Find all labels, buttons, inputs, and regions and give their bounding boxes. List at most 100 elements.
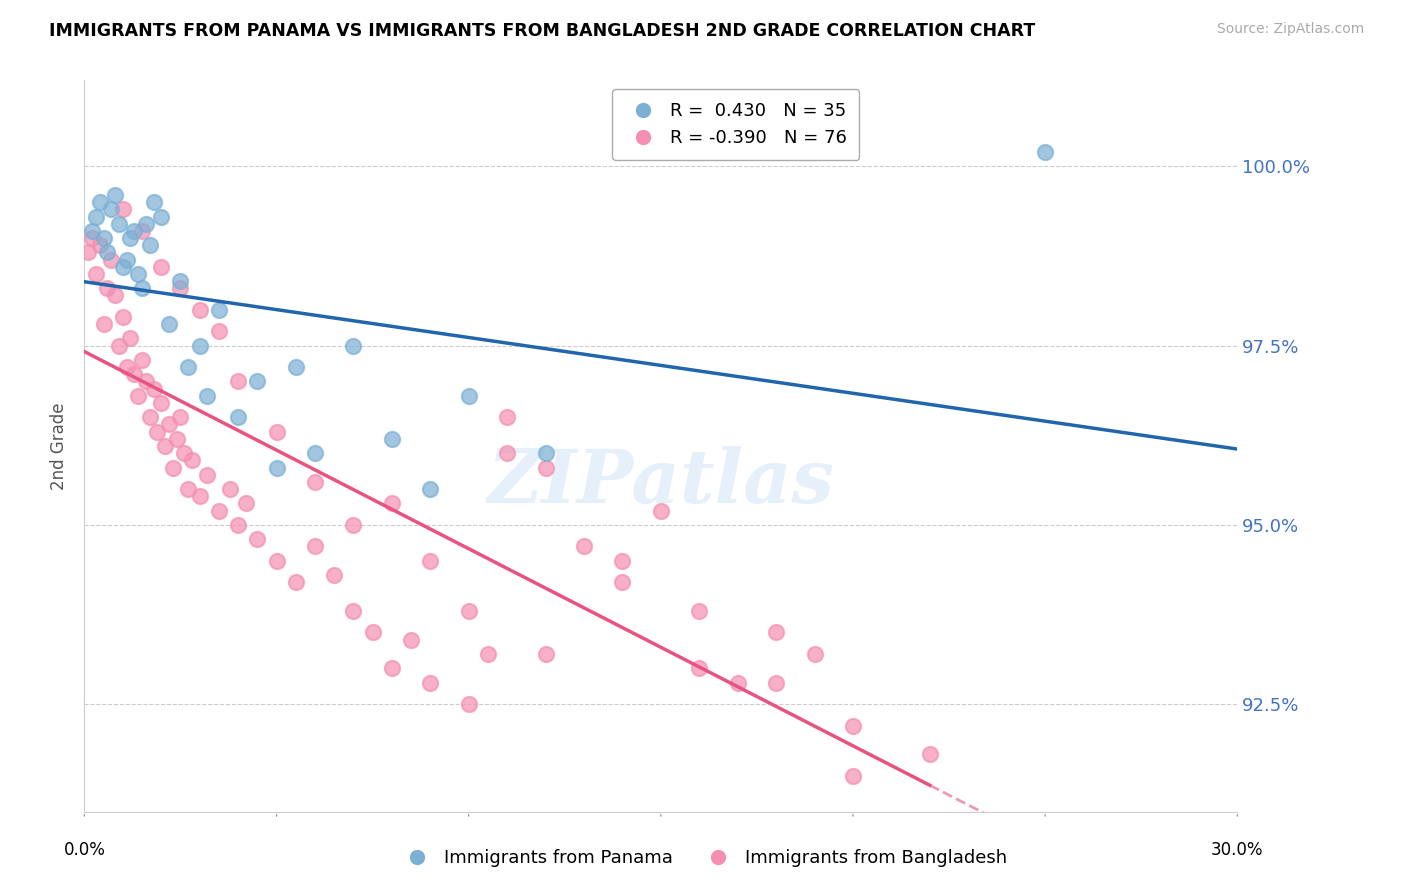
- Point: [120, 231, 142, 245]
- Point: [477, 647, 499, 661]
- Point: [188, 489, 211, 503]
- Point: [399, 632, 422, 647]
- Point: [150, 260, 173, 274]
- Point: [84, 267, 107, 281]
- Point: [80, 231, 103, 245]
- Point: [195, 467, 218, 482]
- Point: [127, 267, 149, 281]
- Point: [142, 195, 165, 210]
- Point: [104, 188, 127, 202]
- Point: [188, 338, 211, 352]
- Point: [727, 675, 749, 690]
- Point: [108, 338, 131, 352]
- Point: [650, 503, 672, 517]
- Point: [688, 604, 710, 618]
- Point: [138, 410, 160, 425]
- Point: [208, 302, 231, 317]
- Point: [572, 540, 595, 554]
- Point: [1033, 145, 1056, 159]
- Point: [80, 224, 103, 238]
- Point: [142, 382, 165, 396]
- Point: [153, 439, 176, 453]
- Point: [96, 281, 118, 295]
- Point: [235, 496, 257, 510]
- Point: [496, 446, 519, 460]
- Point: [89, 238, 111, 252]
- Point: [127, 389, 149, 403]
- Point: [381, 432, 404, 446]
- Point: [534, 446, 557, 460]
- Point: [84, 210, 107, 224]
- Point: [226, 517, 249, 532]
- Point: [381, 661, 404, 675]
- Point: [342, 604, 364, 618]
- Text: IMMIGRANTS FROM PANAMA VS IMMIGRANTS FROM BANGLADESH 2ND GRADE CORRELATION CHART: IMMIGRANTS FROM PANAMA VS IMMIGRANTS FRO…: [49, 22, 1035, 40]
- Point: [135, 375, 157, 389]
- Point: [284, 575, 307, 590]
- Point: [162, 460, 184, 475]
- Point: [219, 482, 242, 496]
- Point: [419, 482, 441, 496]
- Legend: R =  0.430   N = 35, R = -0.390   N = 76: R = 0.430 N = 35, R = -0.390 N = 76: [612, 89, 859, 160]
- Point: [100, 252, 122, 267]
- Point: [612, 575, 634, 590]
- Point: [342, 517, 364, 532]
- Point: [177, 482, 200, 496]
- Point: [361, 625, 384, 640]
- Point: [842, 719, 865, 733]
- Legend: Immigrants from Panama, Immigrants from Bangladesh: Immigrants from Panama, Immigrants from …: [392, 842, 1014, 874]
- Point: [100, 202, 122, 217]
- Point: [150, 210, 173, 224]
- Point: [124, 224, 146, 238]
- Point: [304, 475, 326, 489]
- Point: [131, 353, 153, 368]
- Point: [131, 281, 153, 295]
- Point: [115, 360, 138, 375]
- Point: [534, 647, 557, 661]
- Point: [918, 747, 941, 762]
- Point: [177, 360, 200, 375]
- Point: [208, 324, 231, 338]
- Point: [138, 238, 160, 252]
- Point: [146, 425, 169, 439]
- Point: [842, 769, 865, 783]
- Point: [157, 417, 180, 432]
- Point: [96, 245, 118, 260]
- Point: [226, 375, 249, 389]
- Point: [419, 554, 441, 568]
- Point: [803, 647, 825, 661]
- Point: [93, 317, 115, 331]
- Point: [612, 554, 634, 568]
- Point: [246, 533, 269, 547]
- Point: [77, 245, 100, 260]
- Point: [304, 446, 326, 460]
- Point: [266, 554, 288, 568]
- Point: [169, 410, 191, 425]
- Point: [104, 288, 127, 302]
- Point: [89, 195, 111, 210]
- Point: [266, 425, 288, 439]
- Point: [534, 460, 557, 475]
- Point: [131, 224, 153, 238]
- Point: [266, 460, 288, 475]
- Point: [323, 568, 346, 582]
- Text: Source: ZipAtlas.com: Source: ZipAtlas.com: [1216, 22, 1364, 37]
- Point: [688, 661, 710, 675]
- Point: [173, 446, 195, 460]
- Point: [284, 360, 307, 375]
- Point: [150, 396, 173, 410]
- Point: [457, 604, 479, 618]
- Point: [108, 217, 131, 231]
- Point: [419, 675, 441, 690]
- Point: [111, 260, 134, 274]
- Point: [115, 252, 138, 267]
- Point: [120, 331, 142, 345]
- Point: [246, 375, 269, 389]
- Point: [124, 368, 146, 382]
- Text: ZIPatlas: ZIPatlas: [488, 446, 834, 519]
- Point: [765, 675, 787, 690]
- Point: [111, 202, 134, 217]
- Point: [496, 410, 519, 425]
- Text: 0.0%: 0.0%: [63, 841, 105, 859]
- Point: [181, 453, 204, 467]
